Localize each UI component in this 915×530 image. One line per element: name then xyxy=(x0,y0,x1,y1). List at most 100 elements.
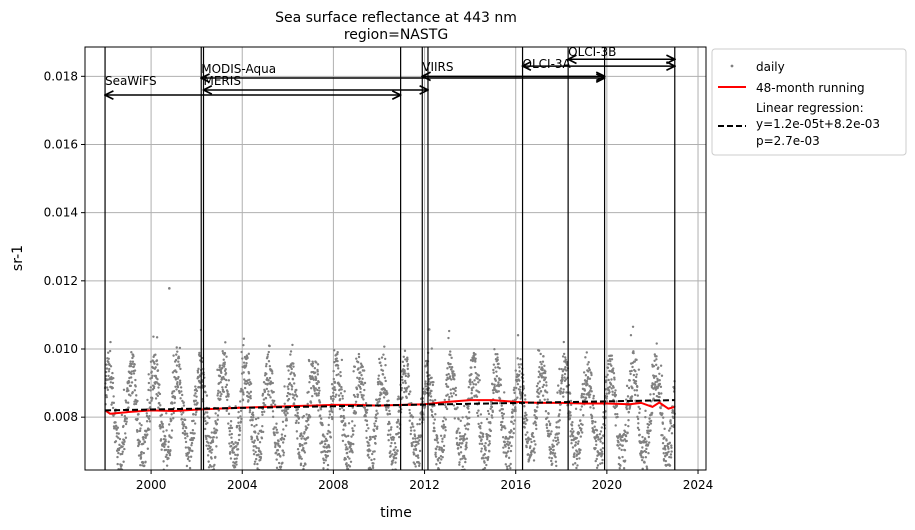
daily-point xyxy=(304,425,307,428)
daily-point xyxy=(353,395,357,398)
daily-point xyxy=(365,436,368,440)
daily-point xyxy=(459,473,461,475)
daily-point xyxy=(115,428,118,431)
daily-point xyxy=(524,416,528,420)
daily-point xyxy=(431,383,435,387)
daily-point xyxy=(418,449,422,453)
daily-point xyxy=(230,436,233,439)
daily-point xyxy=(227,395,230,398)
daily-point xyxy=(497,362,500,366)
daily-point xyxy=(411,415,415,419)
daily-point xyxy=(132,365,136,368)
daily-point xyxy=(409,432,412,436)
daily-point xyxy=(305,413,308,416)
daily-point xyxy=(120,413,124,417)
daily-point xyxy=(128,381,131,384)
daily-point xyxy=(224,341,227,344)
daily-point xyxy=(481,435,485,438)
daily-point xyxy=(633,360,637,363)
daily-point xyxy=(317,391,321,395)
daily-point xyxy=(522,387,526,390)
daily-point xyxy=(261,424,264,428)
daily-point xyxy=(290,367,293,371)
daily-point xyxy=(465,437,469,440)
daily-point xyxy=(633,389,636,392)
daily-point xyxy=(456,406,459,409)
daily-point xyxy=(601,446,605,450)
daily-point xyxy=(194,413,197,416)
daily-point xyxy=(594,439,598,443)
daily-point xyxy=(114,440,118,443)
daily-point xyxy=(250,436,254,439)
daily-point xyxy=(552,448,555,452)
daily-point xyxy=(188,476,190,478)
daily-point xyxy=(329,436,333,439)
daily-point xyxy=(110,375,113,379)
daily-point xyxy=(266,355,269,359)
daily-point xyxy=(431,415,435,419)
daily-point xyxy=(570,438,573,442)
daily-point xyxy=(579,435,583,438)
daily-point xyxy=(494,366,497,369)
daily-point xyxy=(391,461,394,465)
daily-point xyxy=(384,379,387,383)
daily-point xyxy=(620,472,622,474)
daily-point xyxy=(224,367,227,371)
daily-point xyxy=(375,409,378,413)
daily-point xyxy=(134,385,137,388)
daily-point xyxy=(444,405,448,409)
daily-point xyxy=(111,381,115,385)
daily-point xyxy=(524,438,528,441)
daily-point xyxy=(237,416,240,419)
daily-point xyxy=(255,472,257,474)
daily-point xyxy=(523,405,526,408)
daily-point xyxy=(507,437,510,440)
daily-point xyxy=(280,433,284,436)
daily-point xyxy=(282,454,285,457)
daily-point xyxy=(216,368,219,372)
daily-point xyxy=(222,390,226,393)
daily-point xyxy=(336,364,340,367)
daily-point xyxy=(357,367,360,370)
daily-point xyxy=(574,443,577,447)
daily-point xyxy=(293,382,296,385)
daily-point xyxy=(141,461,145,465)
daily-point xyxy=(286,385,289,388)
daily-point xyxy=(188,466,192,470)
daily-point xyxy=(488,442,492,445)
daily-point xyxy=(287,377,290,381)
daily-point xyxy=(360,393,363,397)
daily-point xyxy=(266,353,270,356)
daily-point xyxy=(416,473,418,475)
daily-point xyxy=(218,375,222,378)
daily-point xyxy=(173,397,177,400)
daily-point xyxy=(356,395,359,399)
daily-point xyxy=(465,446,468,449)
daily-point xyxy=(514,398,518,401)
daily-point xyxy=(610,354,614,357)
daily-point xyxy=(459,445,463,449)
daily-point xyxy=(316,388,319,392)
daily-point xyxy=(393,475,395,477)
daily-point xyxy=(404,381,407,385)
daily-point xyxy=(334,395,337,398)
daily-point xyxy=(280,438,283,441)
daily-point xyxy=(336,352,339,356)
daily-point xyxy=(287,397,291,401)
daily-point xyxy=(185,464,189,468)
daily-point xyxy=(662,452,665,455)
daily-point xyxy=(648,417,651,420)
daily-point xyxy=(281,449,285,452)
daily-point xyxy=(251,411,255,414)
daily-point xyxy=(227,393,230,396)
daily-point xyxy=(215,429,219,432)
daily-point xyxy=(510,430,513,433)
daily-point xyxy=(610,387,613,390)
daily-point xyxy=(643,461,646,464)
daily-point xyxy=(249,419,252,422)
daily-point xyxy=(407,374,411,377)
daily-point xyxy=(312,378,316,381)
daily-point xyxy=(186,473,188,475)
daily-point xyxy=(368,444,371,447)
daily-point xyxy=(139,427,142,430)
